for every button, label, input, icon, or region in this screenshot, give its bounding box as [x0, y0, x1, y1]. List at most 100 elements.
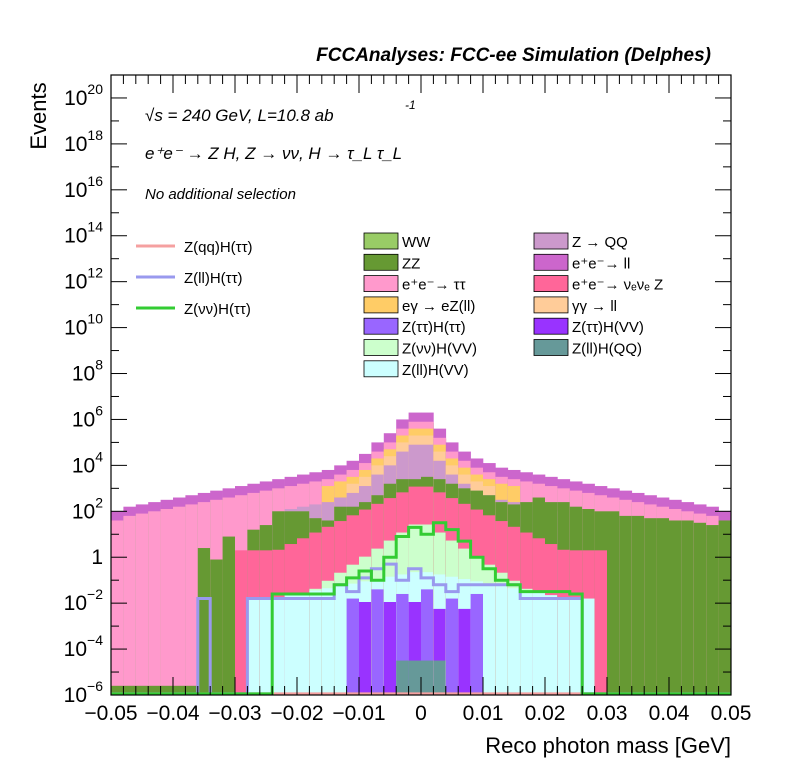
legend-entry-label: Z(νν)H(VV) [402, 341, 477, 358]
y-tick-label: 10−6 [64, 678, 104, 707]
bar-zz [693, 522, 707, 695]
legend-entry-label: Z(ττ)H(VV) [572, 319, 644, 336]
bar-ee-tautau [173, 506, 186, 695]
bar-zll-hvv [557, 597, 571, 695]
bar-zll-hvv [545, 595, 558, 695]
bar-zz [197, 548, 211, 695]
legend-signal-lines: Z(qq)H(ττ) Z(ll)H(ττ) Z(νν)H(ττ) [136, 239, 253, 318]
y-tick-label: 108 [72, 357, 103, 386]
y-axis-label: Events [26, 82, 51, 149]
legend-fill-swatch [363, 317, 399, 335]
legend-fill-swatch [533, 253, 569, 271]
y-tick-label: 1014 [64, 219, 103, 248]
legend-entry-label: γγ → ll [572, 298, 617, 315]
legend-entry-label: Z(ll)H(VV) [402, 362, 469, 379]
bar-zz [185, 685, 199, 695]
y-tick-label: 1012 [64, 265, 103, 294]
y-tick-label: 102 [72, 494, 103, 523]
x-tick-label: −0.01 [332, 702, 385, 725]
bar-zz [222, 536, 236, 695]
bar-ee-tautau [111, 520, 124, 695]
legend-entry-label: Z → QQ [572, 234, 628, 251]
bar-zll-hvv [569, 598, 583, 695]
histogram-bars [111, 412, 732, 695]
bar-ee-nunu-z [594, 550, 608, 695]
legend-fill-swatch [363, 296, 399, 314]
annotation-energy-lumi: √s = 240 GeV, L=10.8 ab [145, 106, 334, 125]
x-tick-label: 0.05 [711, 702, 752, 725]
bar-zll-hvv [334, 585, 347, 695]
y-tick-label: 1020 [64, 81, 103, 110]
bar-ztautau-htautau [445, 598, 459, 695]
axis-ticks [110, 74, 732, 696]
bar-zz [706, 525, 719, 695]
bar-ztautau-htautau [346, 598, 360, 695]
bar-zz [148, 685, 161, 695]
y-tick-label: 10−2 [64, 586, 104, 615]
bar-zz [631, 515, 645, 695]
bar-ztautau-hvv [359, 602, 372, 695]
bar-zz [718, 520, 732, 695]
bar-zz [111, 685, 124, 695]
legend-entry-label: e⁺e⁻→ ll [572, 255, 630, 272]
bar-ee-tautau [160, 509, 174, 695]
bar-zll-hvv [284, 595, 298, 695]
x-tick-label: 0.04 [649, 702, 690, 725]
bar-zll-hvv [309, 590, 323, 695]
legend-fill-swatch [363, 253, 399, 271]
legend-entry-label: ZZ [402, 255, 420, 272]
bar-ztautau-hvv [383, 602, 397, 695]
bar-zll-hqq [433, 660, 447, 695]
bar-zll-hvv [321, 588, 335, 695]
y-tick-label: 1010 [64, 311, 103, 340]
y-tick-label: 1016 [64, 173, 103, 202]
legend-entry-label: e⁺e⁻→ ττ [402, 277, 466, 294]
bar-zll-hvv [507, 588, 521, 695]
bar-zz [619, 515, 633, 695]
annotation-process: e⁺e⁻ → Z H, Z → νν, H → τ_L τ_L [145, 144, 402, 163]
bar-zll-hvv [259, 598, 273, 695]
y-tick-label: 104 [72, 448, 103, 477]
bar-zll-hqq [421, 660, 434, 695]
bar-zz [123, 685, 137, 695]
x-tick-label: −0.05 [84, 702, 137, 725]
legend-fill-swatch [533, 232, 569, 250]
bar-zll-hvv [532, 592, 546, 695]
legend-fill-swatch [363, 275, 399, 293]
legend-fill-swatch [533, 339, 569, 356]
y-tick-label: 106 [72, 402, 103, 431]
x-tick-label: 0.02 [525, 702, 566, 725]
annotation-selection: No additional selection [145, 186, 296, 203]
bar-ee-tautau [148, 511, 161, 695]
legend-entry-label: Z(νν)H(ττ) [184, 301, 251, 318]
bar-zll-hvv [582, 598, 595, 695]
legend-fill-swatch [533, 296, 569, 314]
bar-zz [644, 518, 657, 695]
x-tick-label: −0.03 [208, 702, 261, 725]
y-tick-label: 10−4 [64, 632, 104, 661]
bar-zll-hvv [495, 585, 509, 695]
bar-zll-hvv [272, 597, 285, 695]
y-tick-label: 1018 [64, 127, 103, 156]
bar-zz [160, 685, 174, 695]
bar-zz [669, 520, 682, 695]
bar-ee-nunu-z [235, 550, 248, 695]
legend-entry-label: Z(ll)H(ττ) [184, 270, 243, 287]
bar-zz [135, 685, 149, 695]
legend-entry-label: Z(ττ)H(ττ) [402, 319, 466, 336]
bar-ee-tautau [123, 515, 137, 695]
bar-ee-tautau [185, 504, 199, 695]
x-axis-label: Reco photon mass [GeV] [485, 733, 731, 758]
bar-zll-hvv [483, 583, 496, 695]
bar-zz [173, 685, 186, 695]
signal-line-2 [111, 521, 731, 696]
bar-ztautau-hvv [458, 608, 471, 695]
x-tick-labels: −0.05 −0.04 −0.03 −0.02 −0.01 0 0.01 0.02 0.03 0.… [84, 702, 751, 725]
annotation-lumi-exponent: -1 [405, 98, 416, 112]
bar-zll-hvv [297, 592, 310, 695]
bar-zll-hqq [396, 660, 409, 695]
y-tick-label: 1 [91, 546, 103, 569]
legend-entry-label: Z(ll)H(QQ) [572, 341, 642, 358]
legend-entry-label: WW [402, 234, 431, 251]
